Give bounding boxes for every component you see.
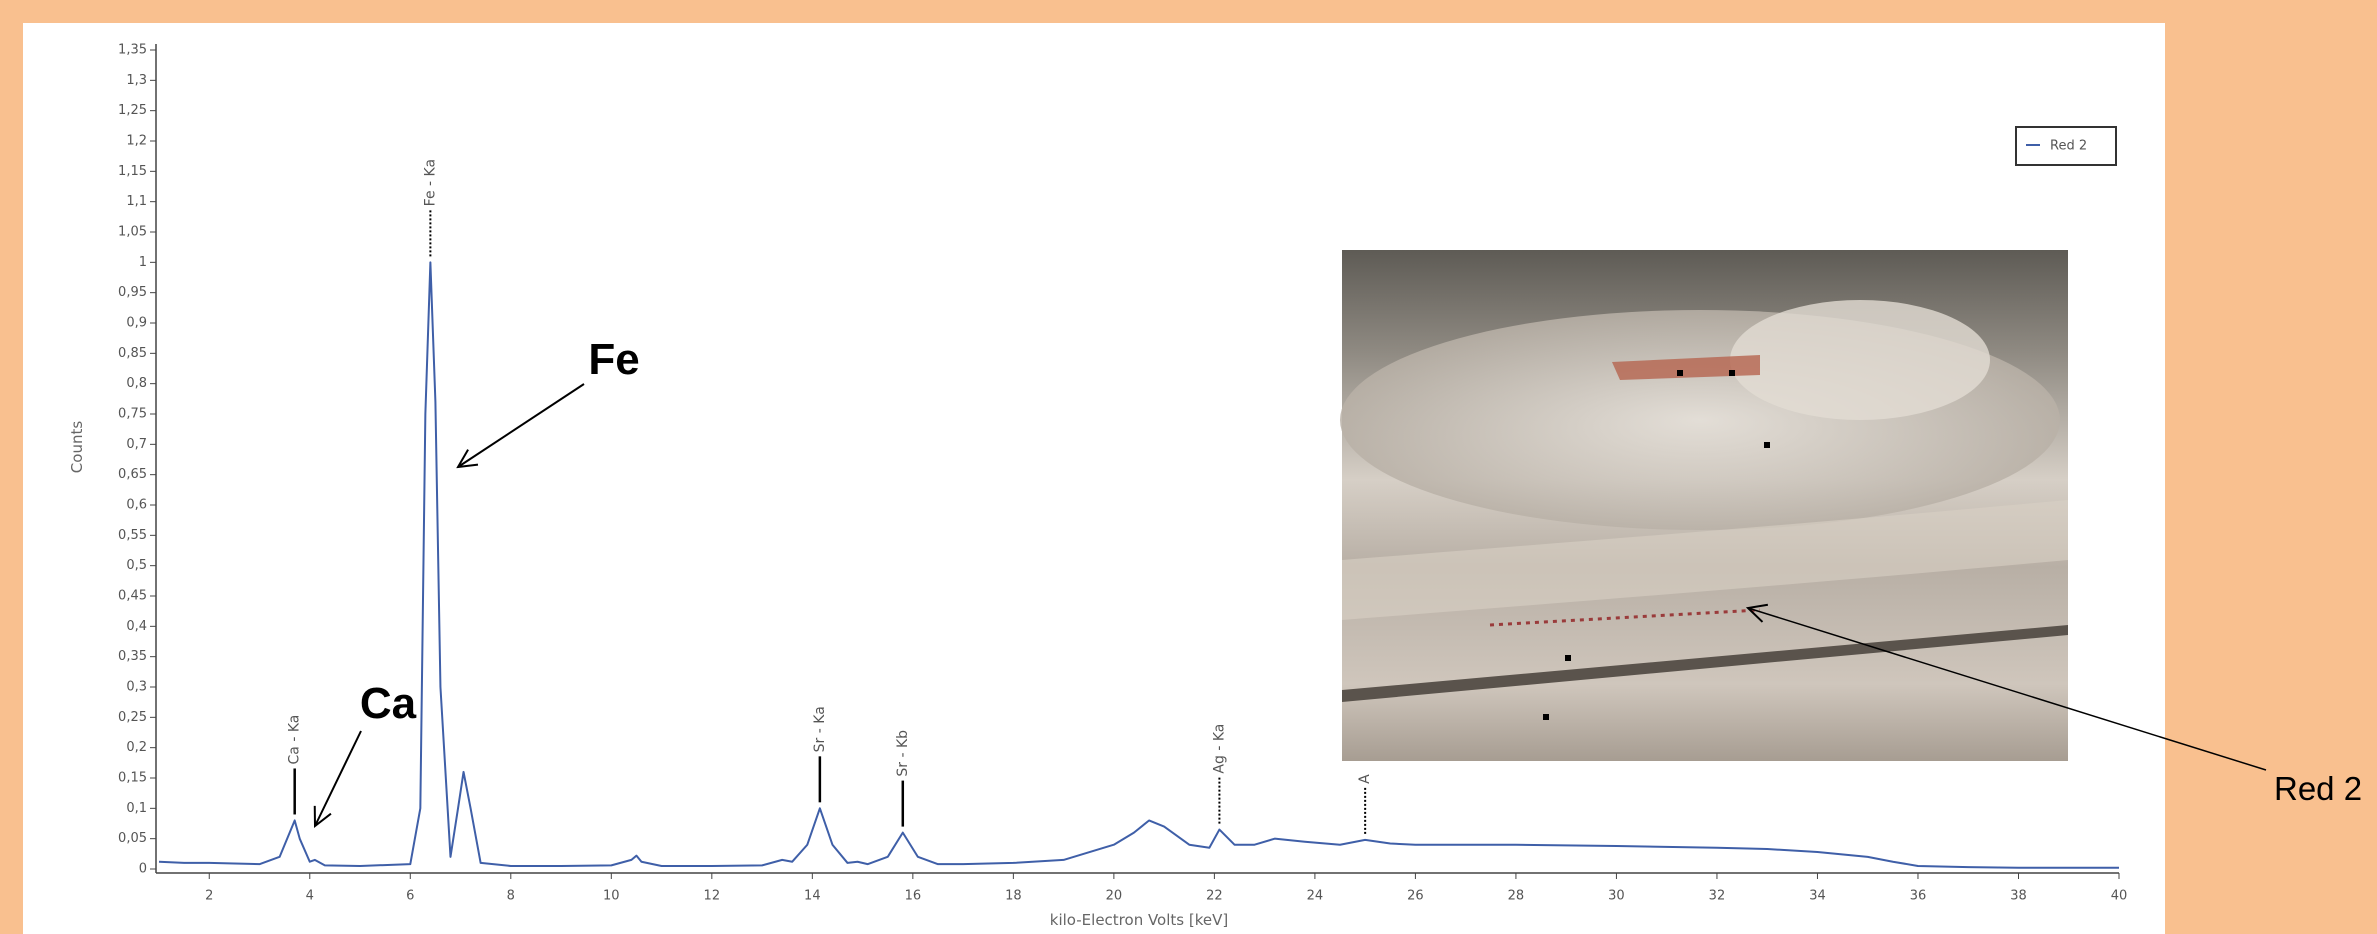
peak-label: Ca - Ka — [287, 715, 303, 765]
page: 0 0,05 0,1 0,15 0,2 0,25 0,3 0,35 0,4 0,45 0,5 0,55… — [0, 0, 2377, 934]
y-tick-label: 0,65 — [118, 467, 147, 482]
y-tick-label: 1,05 — [118, 225, 147, 240]
x-tick-label: 38 — [2010, 889, 2027, 904]
y-axis-label: Counts — [68, 421, 86, 474]
peak-label: Sr - Ka — [812, 706, 828, 752]
photo-dot — [1677, 370, 1683, 376]
annotation: Red 2 — [2274, 770, 2362, 807]
peak-label: A — [1357, 774, 1373, 784]
x-tick-label: 16 — [905, 889, 922, 904]
y-tick-label: 1,25 — [118, 103, 147, 118]
y-tick-label: 0,95 — [118, 285, 147, 300]
y-tick-label: 1,1 — [126, 194, 147, 209]
y-tick-label: 0,7 — [126, 437, 147, 452]
x-tick-label: 24 — [1307, 889, 1324, 904]
y-tick-label: 0,9 — [126, 316, 147, 331]
peak-label: Fe - Ka — [422, 159, 438, 206]
peak-label: Sr - Kb — [895, 730, 911, 777]
y-tick-label: 1,2 — [126, 134, 147, 149]
y-tick-label: 0,25 — [118, 710, 147, 725]
annotation: Fe — [588, 335, 639, 384]
x-axis-label: kilo-Electron Volts [keV] — [1050, 911, 1228, 929]
y-tick-label: 0,45 — [118, 589, 147, 604]
y-tick-label: 0 — [139, 862, 147, 877]
y-tick-label: 0,8 — [126, 376, 147, 391]
y-tick-label: 0,1 — [126, 801, 147, 816]
x-tick-label: 34 — [1809, 889, 1826, 904]
y-tick-label: 0,4 — [126, 619, 147, 634]
x-tick-label: 40 — [2111, 889, 2128, 904]
y-tick-label: 0,3 — [126, 680, 147, 695]
photo-dot — [1764, 442, 1770, 448]
x-tick-label: 14 — [804, 889, 821, 904]
x-tick-label: 28 — [1508, 889, 1525, 904]
y-tick-label: 1 — [139, 255, 147, 270]
y-tick-label: 0,55 — [118, 528, 147, 543]
y-tick-label: 0,5 — [126, 558, 147, 573]
x-tick-label: 6 — [406, 889, 414, 904]
x-tick-label: 12 — [704, 889, 721, 904]
photo-dot — [1543, 714, 1549, 720]
x-tick-label: 30 — [1608, 889, 1625, 904]
x-tick-label: 26 — [1407, 889, 1424, 904]
y-tick-label: 0,15 — [118, 771, 147, 786]
x-tick-label: 10 — [603, 889, 620, 904]
x-tick-label: 22 — [1206, 889, 1223, 904]
photo-dot — [1565, 655, 1571, 661]
y-tick-label: 0,35 — [118, 649, 147, 664]
y-tick-label: 0,2 — [126, 740, 147, 755]
x-tick-label: 32 — [1709, 889, 1726, 904]
y-tick-label: 0,75 — [118, 407, 147, 422]
peak-label: Ag - Ka — [1211, 724, 1227, 774]
y-tick-label: 1,35 — [118, 43, 147, 58]
legend-label: Red 2 — [2050, 139, 2087, 154]
photo-figure — [1730, 300, 1990, 420]
y-tick-label: 0,6 — [126, 498, 147, 513]
x-tick-label: 8 — [507, 889, 515, 904]
annotation: Ca — [360, 679, 417, 728]
y-tick-label: 1,3 — [126, 73, 147, 88]
x-tick-label: 2 — [205, 889, 213, 904]
x-tick-label: 36 — [1910, 889, 1927, 904]
y-tick-label: 0,85 — [118, 346, 147, 361]
photo-dot — [1729, 370, 1735, 376]
x-tick-label: 18 — [1005, 889, 1022, 904]
photo — [1340, 250, 2068, 761]
y-tick-label: 0,05 — [118, 831, 147, 846]
x-tick-label: 4 — [306, 889, 314, 904]
y-tick-label: 1,15 — [118, 164, 147, 179]
x-tick-label: 20 — [1106, 889, 1123, 904]
